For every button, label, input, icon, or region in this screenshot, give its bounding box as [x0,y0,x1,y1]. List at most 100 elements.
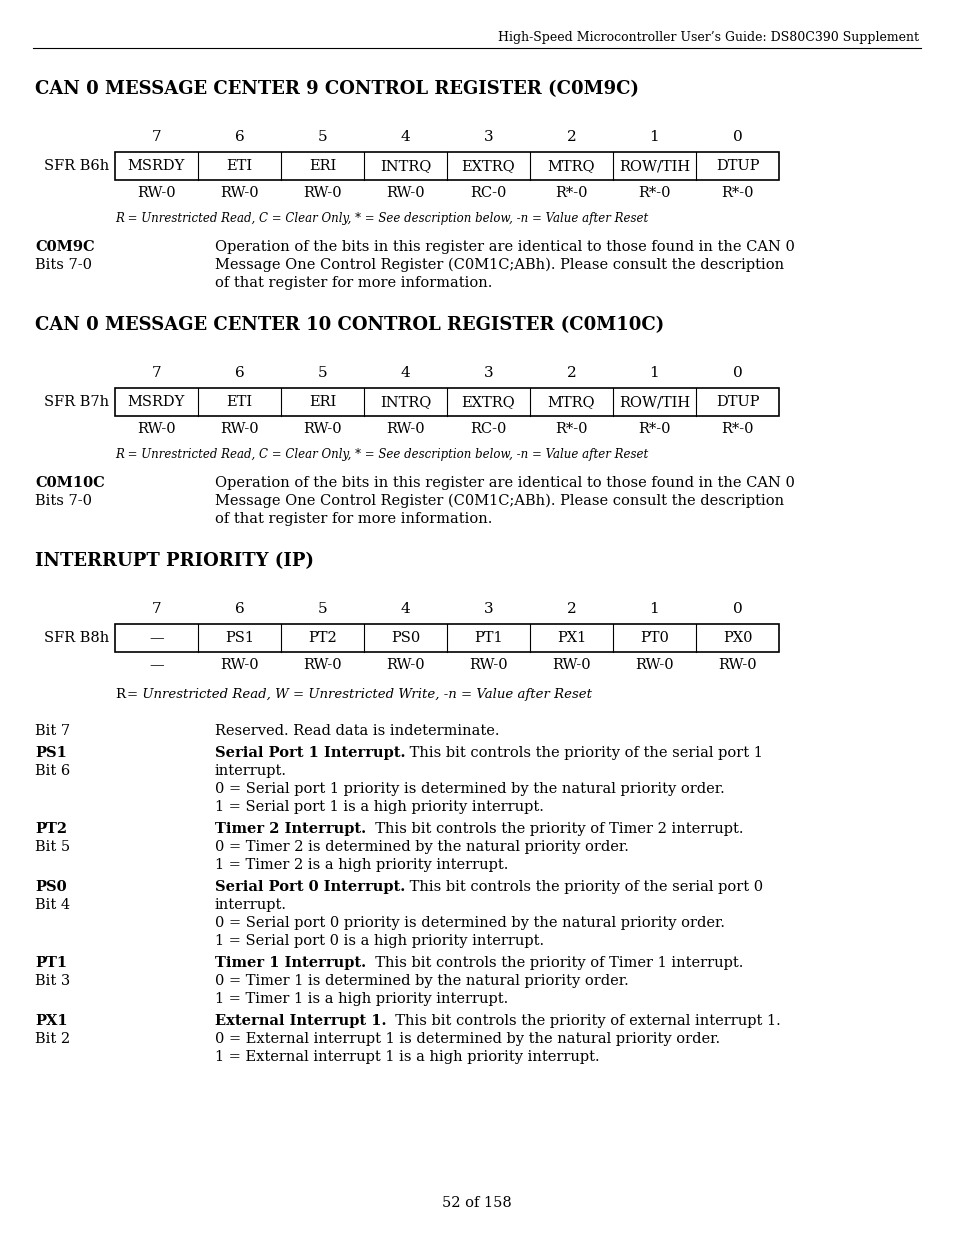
Text: 5: 5 [317,601,327,616]
Text: RC-0: RC-0 [470,422,506,436]
Text: 5: 5 [317,130,327,144]
Text: 1: 1 [649,601,659,616]
Text: ROW/TIH: ROW/TIH [618,395,689,409]
Text: R = Unrestricted Read, C = Clear Only, * = See description below, -n = Value aft: R = Unrestricted Read, C = Clear Only, *… [115,448,648,461]
Text: 7: 7 [152,366,161,380]
Text: 3: 3 [483,366,493,380]
Text: PS0: PS0 [391,631,419,645]
Text: Serial Port 0 Interrupt.: Serial Port 0 Interrupt. [214,881,405,894]
Text: RW-0: RW-0 [303,422,341,436]
Text: EXTRQ: EXTRQ [461,395,515,409]
Text: Bits 7-0: Bits 7-0 [35,494,91,508]
Text: RW-0: RW-0 [552,658,590,672]
Text: 2: 2 [566,130,576,144]
Text: ETI: ETI [226,395,253,409]
Text: interrupt.: interrupt. [214,898,287,911]
Text: Timer 1 Interrupt.: Timer 1 Interrupt. [214,956,366,969]
Text: This bit controls the priority of Timer 1 interrupt.: This bit controls the priority of Timer … [366,956,742,969]
Text: MSRDY: MSRDY [128,395,185,409]
Text: 0: 0 [732,366,741,380]
Text: RW-0: RW-0 [220,422,258,436]
Text: 2: 2 [566,601,576,616]
Text: 7: 7 [152,130,161,144]
Text: SFR B6h: SFR B6h [44,159,109,173]
Text: 1 = Timer 1 is a high priority interrupt.: 1 = Timer 1 is a high priority interrupt… [214,992,508,1007]
Text: RW-0: RW-0 [718,658,756,672]
Text: EXTRQ: EXTRQ [461,159,515,173]
Text: Bits 7-0: Bits 7-0 [35,258,91,272]
Text: This bit controls the priority of the serial port 0: This bit controls the priority of the se… [405,881,762,894]
Text: PX1: PX1 [35,1014,68,1028]
Text: ERI: ERI [309,159,335,173]
Text: R*-0: R*-0 [638,422,670,436]
Text: Message One Control Register (C0M1C;ABh). Please consult the description: Message One Control Register (C0M1C;ABh)… [214,258,783,273]
Bar [115,152,779,180]
Text: RW-0: RW-0 [137,186,175,200]
Text: R = Unrestricted Read, C = Clear Only, * = See description below, -n = Value aft: R = Unrestricted Read, C = Clear Only, *… [115,212,648,225]
Text: 1: 1 [649,366,659,380]
Text: 0: 0 [732,130,741,144]
Text: DTUP: DTUP [715,159,759,173]
Text: R*-0: R*-0 [555,186,587,200]
Text: of that register for more information.: of that register for more information. [214,275,492,290]
Text: RW-0: RW-0 [220,658,258,672]
Text: 6: 6 [234,601,244,616]
Text: 0 = External interrupt 1 is determined by the natural priority order.: 0 = External interrupt 1 is determined b… [214,1032,720,1046]
Text: INTRQ: INTRQ [379,395,431,409]
Text: Bit 6: Bit 6 [35,764,71,778]
Text: PS1: PS1 [225,631,253,645]
Text: 0 = Timer 2 is determined by the natural priority order.: 0 = Timer 2 is determined by the natural… [214,840,628,853]
Text: CAN 0 MESSAGE CENTER 10 CONTROL REGISTER (C0M10C): CAN 0 MESSAGE CENTER 10 CONTROL REGISTER… [35,316,663,333]
Text: High-Speed Microcontroller User’s Guide: DS80C390 Supplement: High-Speed Microcontroller User’s Guide:… [497,31,918,44]
Text: 3: 3 [483,130,493,144]
Text: C0M9C: C0M9C [35,240,94,254]
Text: 2: 2 [566,366,576,380]
Text: 1: 1 [649,130,659,144]
Text: Timer 2 Interrupt.: Timer 2 Interrupt. [214,823,366,836]
Text: 4: 4 [400,130,410,144]
Text: 1 = External interrupt 1 is a high priority interrupt.: 1 = External interrupt 1 is a high prior… [214,1050,599,1065]
Text: PX1: PX1 [557,631,585,645]
Text: Message One Control Register (C0M1C;ABh). Please consult the description: Message One Control Register (C0M1C;ABh)… [214,494,783,509]
Text: MSRDY: MSRDY [128,159,185,173]
Text: SFR B8h: SFR B8h [44,631,109,645]
Text: CAN 0 MESSAGE CENTER 9 CONTROL REGISTER (C0M9C): CAN 0 MESSAGE CENTER 9 CONTROL REGISTER … [35,80,639,98]
Text: RW-0: RW-0 [386,422,424,436]
Text: PT1: PT1 [474,631,502,645]
Text: This bit controls the priority of external interrupt 1.: This bit controls the priority of extern… [386,1014,781,1028]
Text: MTRQ: MTRQ [547,159,595,173]
Text: R*-0: R*-0 [720,186,753,200]
Text: R: R [115,688,125,701]
Text: interrupt.: interrupt. [214,764,287,778]
Text: Reserved. Read data is indeterminate.: Reserved. Read data is indeterminate. [214,724,499,739]
Text: RW-0: RW-0 [137,422,175,436]
Text: R*-0: R*-0 [638,186,670,200]
Text: 4: 4 [400,601,410,616]
Text: PS1: PS1 [35,746,67,760]
Text: This bit controls the priority of Timer 2 interrupt.: This bit controls the priority of Timer … [366,823,742,836]
Text: PT2: PT2 [308,631,336,645]
Text: 6: 6 [234,366,244,380]
Bar [115,624,779,652]
Text: 0 = Serial port 1 priority is determined by the natural priority order.: 0 = Serial port 1 priority is determined… [214,782,724,797]
Text: 0 = Timer 1 is determined by the natural priority order.: 0 = Timer 1 is determined by the natural… [214,974,628,988]
Text: External Interrupt 1.: External Interrupt 1. [214,1014,386,1028]
Text: Bit 7: Bit 7 [35,724,71,739]
Text: This bit controls the priority of the serial port 1: This bit controls the priority of the se… [405,746,762,760]
Text: SFR B7h: SFR B7h [44,395,109,409]
Text: PS0: PS0 [35,881,67,894]
Text: 5: 5 [317,366,327,380]
Text: 0: 0 [732,601,741,616]
Text: 52 of 158: 52 of 158 [441,1195,512,1210]
Text: RW-0: RW-0 [635,658,673,672]
Text: R*-0: R*-0 [720,422,753,436]
Text: 1 = Timer 2 is a high priority interrupt.: 1 = Timer 2 is a high priority interrupt… [214,858,508,872]
Text: RW-0: RW-0 [303,658,341,672]
Text: ETI: ETI [226,159,253,173]
Text: Bit 2: Bit 2 [35,1032,71,1046]
Text: 1 = Serial port 0 is a high priority interrupt.: 1 = Serial port 0 is a high priority int… [214,934,543,948]
Text: DTUP: DTUP [715,395,759,409]
Text: 0 = Serial port 0 priority is determined by the natural priority order.: 0 = Serial port 0 priority is determined… [214,916,724,930]
Text: Operation of the bits in this register are identical to those found in the CAN 0: Operation of the bits in this register a… [214,475,794,490]
Text: RW-0: RW-0 [303,186,341,200]
